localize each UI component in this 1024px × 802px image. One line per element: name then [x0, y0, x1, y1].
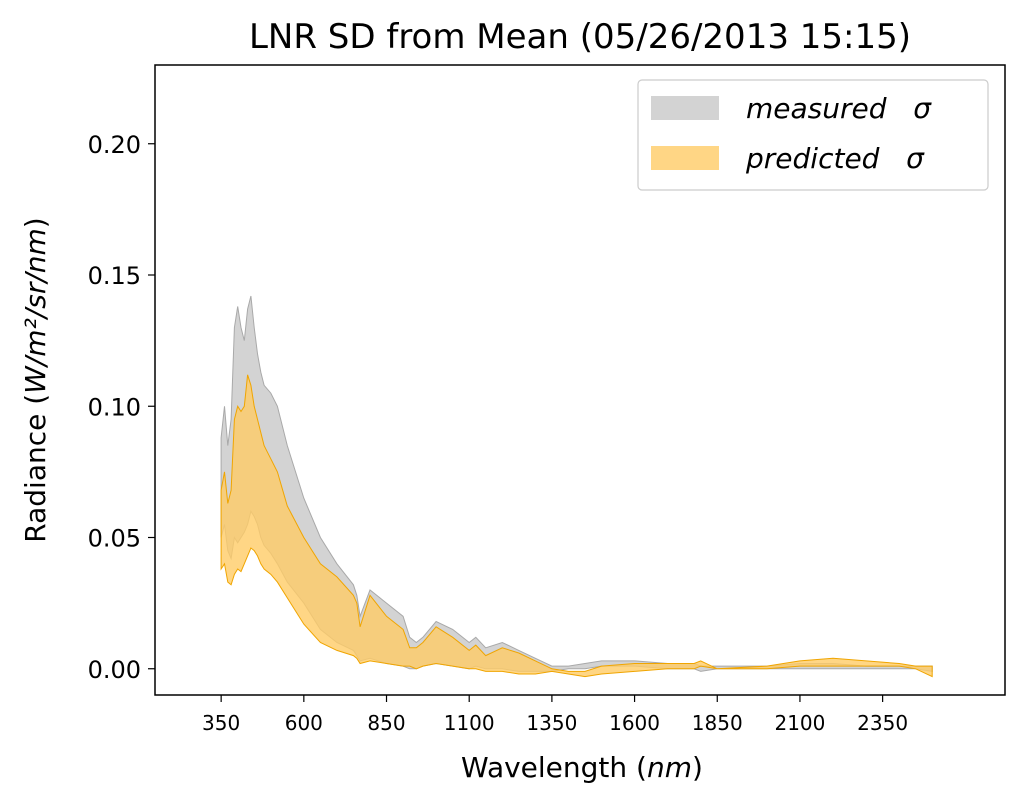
legend-label-measured: measured σ [746, 92, 932, 125]
y-tick-label: 0.15 [88, 262, 141, 290]
x-tick-label: 1350 [526, 711, 577, 735]
legend-frame [637, 79, 989, 191]
x-tick-label: 1600 [609, 711, 660, 735]
series-band-predicted [220, 374, 933, 678]
x-tick-label: 2350 [857, 711, 908, 735]
x-tick-label: 1100 [444, 711, 495, 735]
y-tick-label: 0.05 [88, 525, 141, 553]
series-layer [220, 295, 933, 678]
legend: measured σ predicted σ [637, 79, 989, 191]
x-axis: 350 600 850 1100 1350 1600 1850 2100 2350 [202, 695, 908, 735]
x-axis-label-suffix: ) [692, 751, 703, 784]
y-tick-label: 0.10 [88, 393, 141, 421]
y-tick-label: 0.20 [88, 131, 141, 159]
legend-label-predicted: predicted σ [745, 142, 925, 175]
x-axis-label-unit: nm [647, 751, 692, 784]
y-axis-label-prefix: Radiance ( [19, 394, 52, 543]
chart-title: LNR SD from Mean (05/26/2013 15:15) [249, 17, 911, 57]
legend-swatch-predicted [651, 146, 719, 170]
x-tick-label: 600 [285, 711, 323, 735]
y-axis-label-unit: W/m²/sr/nm [19, 228, 52, 394]
y-axis: 0.00 0.05 0.10 0.15 0.20 [88, 131, 155, 684]
plot-frame [154, 64, 1006, 696]
x-axis-label-prefix: Wavelength ( [461, 751, 647, 784]
x-tick-label: 350 [202, 711, 240, 735]
y-axis-label: Radiance (W/m²/sr/nm) [19, 217, 52, 542]
x-tick-label: 2100 [774, 711, 825, 735]
y-axis-label-suffix: ) [19, 217, 52, 228]
x-axis-label: Wavelength (nm) [461, 751, 703, 784]
x-tick-label: 1850 [692, 711, 743, 735]
y-tick-label: 0.00 [88, 656, 141, 684]
legend-swatch-measured [651, 96, 719, 120]
x-tick-label: 850 [367, 711, 405, 735]
